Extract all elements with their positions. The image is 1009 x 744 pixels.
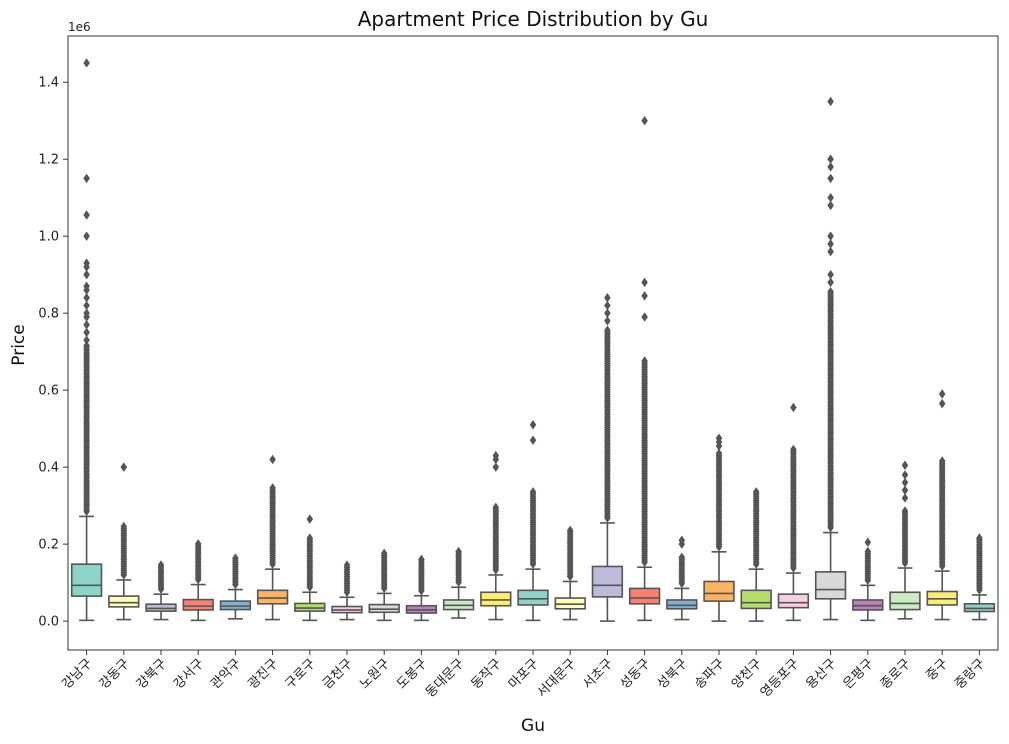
y-tick-label: 0.4 — [38, 461, 59, 476]
iqr-box — [741, 590, 771, 608]
iqr-box — [481, 592, 511, 605]
chart-title: Apartment Price Distribution by Gu — [358, 7, 709, 31]
y-tick-label: 0.2 — [38, 538, 59, 553]
iqr-box — [890, 592, 920, 609]
y-axis-offset-label: 1e6 — [68, 20, 91, 34]
iqr-box — [667, 600, 697, 609]
x-axis-label: Gu — [521, 716, 545, 736]
iqr-box — [630, 588, 660, 603]
y-tick-label: 1.2 — [38, 153, 59, 168]
iqr-box — [72, 564, 102, 596]
iqr-box — [593, 566, 623, 596]
iqr-box — [109, 596, 139, 607]
y-tick-label: 0.0 — [38, 615, 59, 630]
y-tick-label: 1.0 — [38, 230, 59, 245]
y-tick-label: 0.8 — [38, 307, 59, 322]
y-tick-label: 1.4 — [38, 76, 59, 91]
iqr-box — [779, 594, 809, 607]
iqr-box — [258, 590, 288, 603]
iqr-box — [518, 590, 548, 605]
iqr-box — [704, 581, 734, 601]
y-axis-label: Price — [9, 324, 29, 365]
y-tick-label: 0.6 — [38, 384, 59, 399]
iqr-box — [183, 600, 213, 610]
iqr-box — [816, 572, 846, 599]
